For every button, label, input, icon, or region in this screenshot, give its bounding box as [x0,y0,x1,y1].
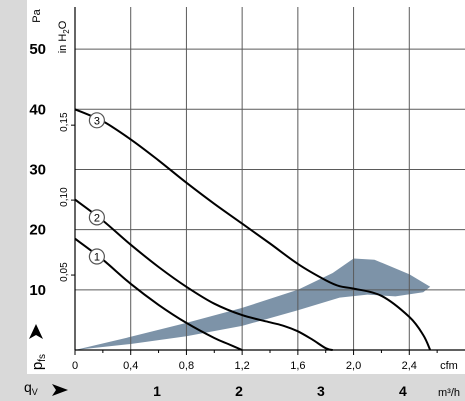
x-tick-label-m3h: 1 [153,383,161,399]
curve-2 [74,198,333,351]
y-tick-label-inh2o: 0,15 [59,112,70,132]
y-tick-label-inh2o: 0,05 [59,262,70,282]
curve-3 [74,108,432,351]
x-tick-label-m3h: 2 [235,383,243,399]
x-axis-cfm-label: cfm [440,360,458,372]
curve-marker-3 [88,112,105,129]
x-tick-label-cfm: 0 [72,360,78,372]
grid-layer [71,7,465,355]
pressure-arrow-icon [29,324,43,339]
operating-area-layer [75,258,431,350]
curve-marker-1 [88,248,105,265]
x-tick-label-cfm: 1,2 [234,360,249,372]
x-tick-label-cfm: 0,8 [179,360,194,372]
y-tick-label-pa: 10 [29,282,46,299]
x-tick-label-cfm: 0,4 [123,360,138,372]
y-tick-label-pa: 40 [29,101,46,118]
y-axis-inh2o-label: in H2O [57,20,71,53]
pressure-symbol: pfs [29,354,48,370]
label-layer: 0 0,4 0,8 1,2 1,6 2,0 2,4 1 2 3 4 10 20 30 40 50 0,05 0,1… [29,41,417,399]
x-axis-m3h-label: m³/h [438,387,460,399]
bottom-axis-panel [0,374,465,401]
left-axis-panel [0,0,27,401]
x-tick-label-cfm: 2,4 [402,360,417,372]
x-tick-label-cfm: 1,6 [290,360,305,372]
curve-marker-2 [88,209,105,226]
y-tick-label-pa: 20 [29,222,46,239]
curve-label-2: 2 [94,212,100,224]
x-tick-label-cfm: 2,0 [346,360,361,372]
x-tick-label-m3h: 3 [317,383,325,399]
x-tick-label-m3h: 4 [399,383,407,399]
curve-label-1: 1 [94,251,100,263]
y-tick-label-inh2o: 0,10 [59,187,70,207]
curve-label-3: 3 [94,115,100,127]
y-tick-label-pa: 30 [29,161,46,178]
y-axis-pa-label: Pa [31,8,43,22]
flow-symbol: qV [24,379,38,397]
curve-layer [74,108,432,351]
flow-arrow-icon [52,384,68,396]
operating-area [75,258,431,350]
curve-1 [74,237,243,351]
y-tick-label-pa: 50 [29,41,46,58]
